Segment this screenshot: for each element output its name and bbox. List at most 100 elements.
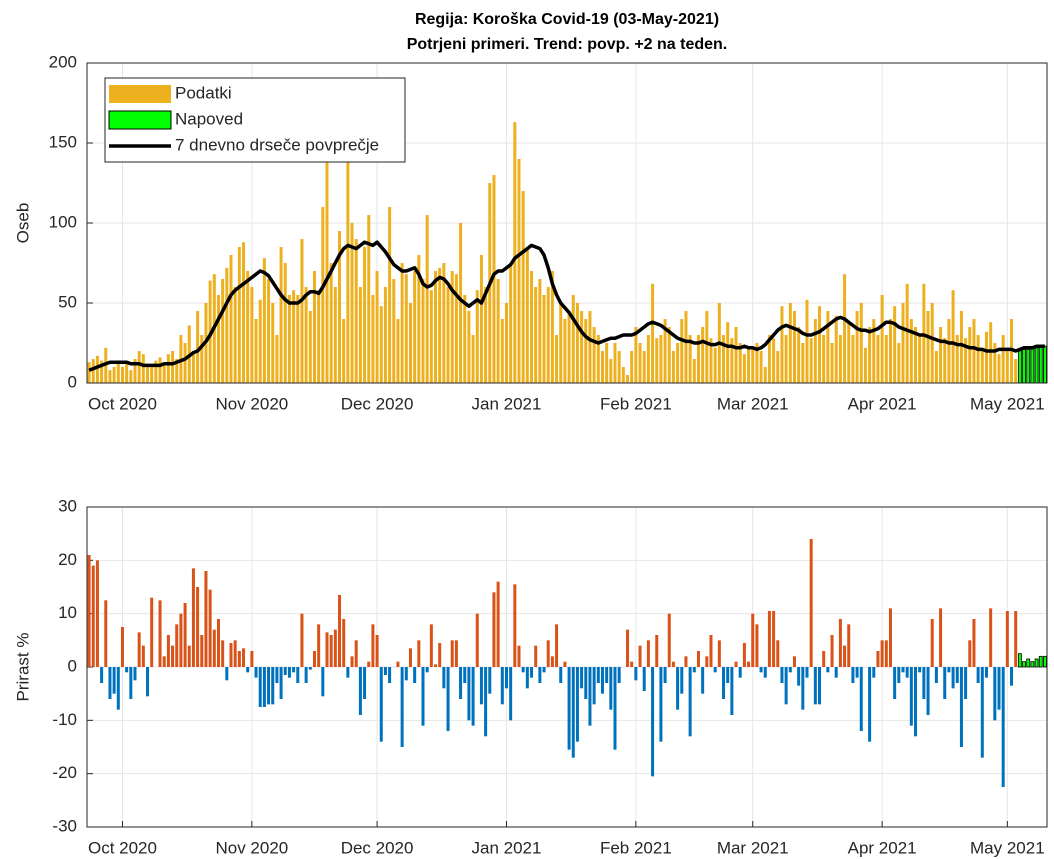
bar (709, 338, 713, 383)
bar (492, 175, 496, 383)
bar (959, 667, 963, 747)
bar (617, 351, 621, 383)
bar (517, 645, 521, 667)
bar (91, 359, 95, 383)
bar (1030, 347, 1035, 384)
bar (538, 279, 542, 383)
bar (246, 667, 250, 673)
bar (496, 279, 500, 383)
bar (638, 343, 642, 383)
bar (438, 643, 442, 667)
bar (421, 667, 425, 726)
bar (613, 343, 617, 383)
bar (509, 667, 513, 721)
bar (225, 267, 229, 383)
bar (212, 629, 216, 667)
bar (868, 327, 872, 383)
bar (496, 581, 500, 667)
bar (375, 271, 379, 383)
bar (626, 629, 630, 667)
bar (884, 640, 888, 667)
bar (575, 667, 579, 742)
bar (722, 667, 726, 699)
bar (655, 635, 659, 667)
x-tick-label: Apr 2021 (848, 838, 917, 857)
bar (684, 311, 688, 383)
bar (688, 667, 692, 737)
bar (95, 560, 99, 667)
bar (171, 645, 175, 667)
bar (713, 667, 717, 673)
bar (926, 667, 930, 715)
bar (893, 306, 897, 383)
bar (617, 667, 621, 683)
bar (354, 239, 358, 383)
bar (947, 319, 951, 383)
y-tick-label: -30 (52, 816, 77, 835)
bar (959, 311, 963, 383)
legend-label: Napoved (175, 109, 243, 128)
bar (922, 667, 926, 699)
bar (914, 327, 918, 383)
bar (459, 667, 463, 699)
bar (550, 271, 554, 383)
bar (709, 635, 713, 667)
bar (701, 327, 705, 383)
bar (822, 651, 826, 667)
bar (367, 215, 371, 383)
bar (530, 667, 534, 678)
bar (371, 624, 375, 667)
bar (267, 279, 271, 383)
bar (141, 645, 145, 667)
bar (162, 363, 166, 383)
bar (454, 274, 458, 383)
bar (834, 667, 838, 678)
bar (300, 613, 304, 667)
bar (947, 667, 951, 673)
bar (776, 351, 780, 383)
bar (338, 595, 342, 667)
bar (976, 667, 980, 683)
legend: Podatki Napoved 7 dnevno drseče povprečje (104, 77, 406, 163)
bar (663, 319, 667, 383)
bar (175, 624, 179, 667)
bar (1026, 348, 1031, 384)
bar (275, 335, 279, 383)
bar (125, 667, 129, 673)
bar (363, 247, 367, 383)
bar (413, 667, 417, 683)
bar (588, 311, 592, 383)
bar (146, 363, 150, 383)
bar (375, 635, 379, 667)
bar (346, 667, 350, 678)
bar (1026, 658, 1031, 668)
bar (993, 667, 997, 721)
bar (805, 667, 809, 678)
bar (237, 247, 241, 383)
bar (408, 648, 412, 667)
bar (813, 319, 817, 383)
bar (358, 287, 362, 383)
bar (271, 303, 275, 383)
bar (488, 667, 492, 694)
bar (784, 335, 788, 383)
bar (763, 367, 767, 383)
bar (692, 359, 696, 383)
bar (726, 667, 730, 683)
bar (1043, 655, 1047, 668)
bar (321, 667, 325, 697)
bar (943, 338, 947, 383)
bar (976, 335, 980, 383)
bar (191, 351, 195, 383)
bar (801, 343, 805, 383)
bar (1030, 661, 1035, 668)
bar (112, 667, 116, 694)
bar (87, 555, 91, 667)
bar (930, 619, 934, 667)
bar (788, 303, 792, 383)
bar (196, 587, 200, 667)
bar (471, 667, 475, 726)
bar (555, 335, 559, 383)
x-tick-label: May 2021 (970, 394, 1045, 413)
bar (329, 635, 333, 667)
